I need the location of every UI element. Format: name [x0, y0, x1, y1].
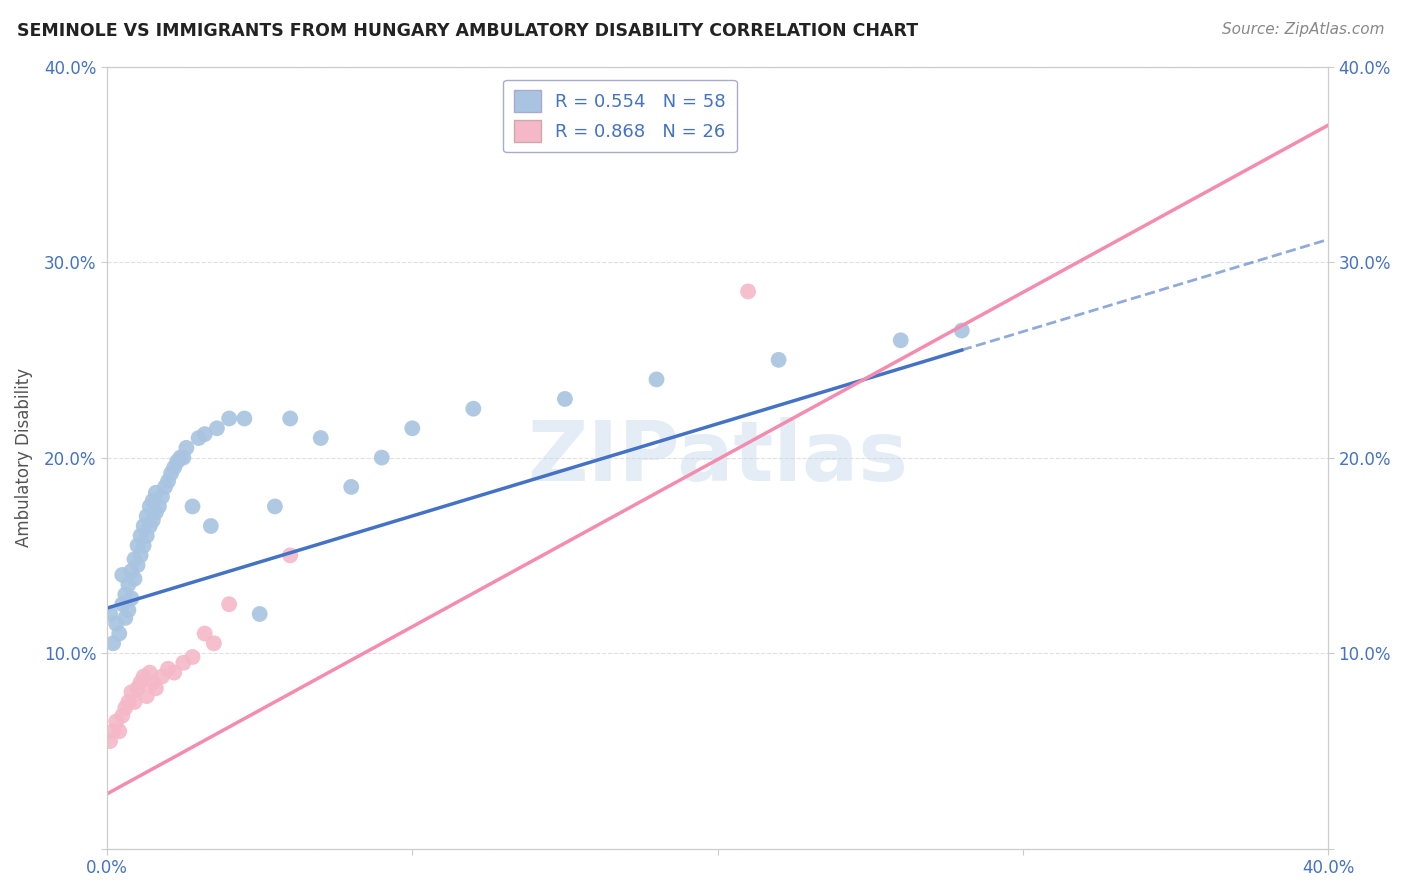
- Point: [205, 421, 228, 435]
- Point: [105, 616, 128, 631]
- Point: [142, 675, 165, 690]
- Point: [890, 333, 912, 347]
- Point: [249, 607, 271, 621]
- Point: [181, 650, 204, 665]
- Point: [129, 529, 152, 543]
- Point: [278, 411, 301, 425]
- Point: [950, 324, 973, 338]
- Legend: R = 0.554   N = 58, R = 0.868   N = 26: R = 0.554 N = 58, R = 0.868 N = 26: [503, 79, 737, 153]
- Point: [169, 450, 191, 465]
- Point: [218, 597, 240, 611]
- Point: [264, 500, 287, 514]
- Point: [127, 558, 149, 573]
- Point: [172, 450, 194, 465]
- Point: [114, 611, 136, 625]
- Point: [150, 490, 173, 504]
- Point: [166, 454, 188, 468]
- Point: [554, 392, 576, 406]
- Point: [150, 669, 173, 683]
- Point: [98, 607, 121, 621]
- Point: [142, 493, 165, 508]
- Point: [114, 587, 136, 601]
- Point: [139, 500, 162, 514]
- Point: [120, 685, 142, 699]
- Point: [163, 460, 186, 475]
- Point: [139, 665, 162, 680]
- Point: [278, 549, 301, 563]
- Point: [135, 689, 157, 703]
- Point: [737, 285, 759, 299]
- Point: [218, 411, 240, 425]
- Point: [145, 485, 167, 500]
- Point: [132, 519, 155, 533]
- Point: [139, 519, 162, 533]
- Point: [309, 431, 332, 445]
- Point: [127, 681, 149, 696]
- Point: [148, 500, 170, 514]
- Point: [145, 505, 167, 519]
- Point: [105, 714, 128, 729]
- Point: [98, 734, 121, 748]
- Point: [153, 480, 176, 494]
- Point: [129, 549, 152, 563]
- Point: [194, 427, 217, 442]
- Point: [120, 564, 142, 578]
- Point: [157, 662, 180, 676]
- Point: [187, 431, 209, 445]
- Point: [117, 577, 139, 591]
- Point: [132, 669, 155, 683]
- Point: [401, 421, 423, 435]
- Point: [645, 372, 668, 386]
- Point: [117, 695, 139, 709]
- Point: [120, 591, 142, 606]
- Point: [157, 474, 180, 488]
- Point: [176, 441, 198, 455]
- Point: [200, 519, 222, 533]
- Point: [111, 567, 134, 582]
- Point: [768, 352, 790, 367]
- Point: [142, 513, 165, 527]
- Text: ZIPatlas: ZIPatlas: [527, 417, 908, 498]
- Point: [463, 401, 485, 416]
- Point: [101, 636, 124, 650]
- Point: [124, 572, 146, 586]
- Y-axis label: Ambulatory Disability: Ambulatory Disability: [15, 368, 32, 547]
- Point: [108, 724, 131, 739]
- Point: [233, 411, 256, 425]
- Point: [132, 539, 155, 553]
- Point: [108, 626, 131, 640]
- Point: [114, 701, 136, 715]
- Point: [101, 724, 124, 739]
- Point: [127, 539, 149, 553]
- Point: [135, 509, 157, 524]
- Point: [340, 480, 363, 494]
- Point: [172, 656, 194, 670]
- Point: [111, 708, 134, 723]
- Point: [124, 552, 146, 566]
- Point: [145, 681, 167, 696]
- Point: [135, 529, 157, 543]
- Text: Source: ZipAtlas.com: Source: ZipAtlas.com: [1222, 22, 1385, 37]
- Point: [371, 450, 394, 465]
- Point: [202, 636, 225, 650]
- Point: [181, 500, 204, 514]
- Point: [111, 597, 134, 611]
- Point: [124, 695, 146, 709]
- Point: [117, 603, 139, 617]
- Point: [194, 626, 217, 640]
- Point: [163, 665, 186, 680]
- Point: [160, 467, 183, 481]
- Text: SEMINOLE VS IMMIGRANTS FROM HUNGARY AMBULATORY DISABILITY CORRELATION CHART: SEMINOLE VS IMMIGRANTS FROM HUNGARY AMBU…: [17, 22, 918, 40]
- Point: [129, 675, 152, 690]
